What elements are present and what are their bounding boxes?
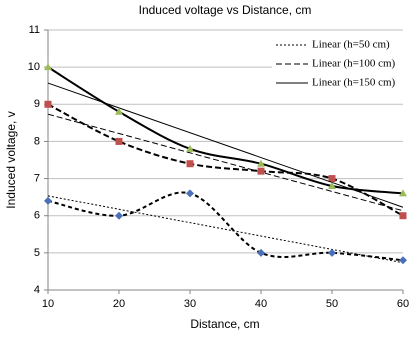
trend-line — [47, 195, 404, 264]
x-tick-label: 50 — [326, 298, 338, 310]
point — [328, 175, 336, 183]
y-tick-label: 5 — [34, 247, 40, 259]
legend-label: Linear (h=50 cm) — [312, 39, 390, 51]
x-tick-label: 40 — [255, 298, 267, 310]
x-tick-label: 60 — [397, 298, 409, 310]
y-tick-label: 4 — [34, 284, 40, 296]
y-axis-label: Induced voltage, v — [4, 111, 18, 208]
x-tick-label: 20 — [113, 298, 125, 310]
point — [186, 160, 194, 168]
point — [399, 212, 407, 220]
series-curve — [47, 191, 404, 262]
legend-label: Linear (h=100 cm) — [312, 58, 396, 70]
point — [44, 196, 52, 205]
point — [399, 256, 407, 265]
x-axis-label: Distance, cm — [190, 317, 259, 331]
series-curve — [47, 66, 404, 195]
point — [115, 107, 123, 115]
point — [44, 100, 52, 108]
y-tick-label: 6 — [34, 210, 40, 222]
legend-label: Linear (h=150 cm) — [312, 77, 396, 89]
y-tick-label: 7 — [34, 172, 40, 184]
x-tick-label: 30 — [184, 298, 196, 310]
point — [399, 189, 407, 197]
point — [44, 63, 52, 71]
point — [328, 248, 336, 257]
y-tick-label: 9 — [34, 98, 40, 110]
point — [257, 159, 265, 167]
legend-box — [272, 36, 404, 94]
y-tick-label: 8 — [34, 135, 40, 147]
y-tick-label: 11 — [29, 24, 40, 36]
chart-title: Induced voltage vs Distance, cm — [139, 3, 312, 17]
point — [115, 211, 123, 220]
trend-line — [47, 113, 404, 212]
y-tick-label: 10 — [28, 61, 40, 73]
point — [257, 167, 265, 175]
point — [186, 189, 194, 198]
point — [257, 248, 265, 257]
series-curve — [47, 103, 404, 217]
point — [115, 137, 123, 145]
x-tick-label: 10 — [42, 298, 54, 310]
point — [328, 182, 336, 189]
point — [186, 144, 194, 152]
